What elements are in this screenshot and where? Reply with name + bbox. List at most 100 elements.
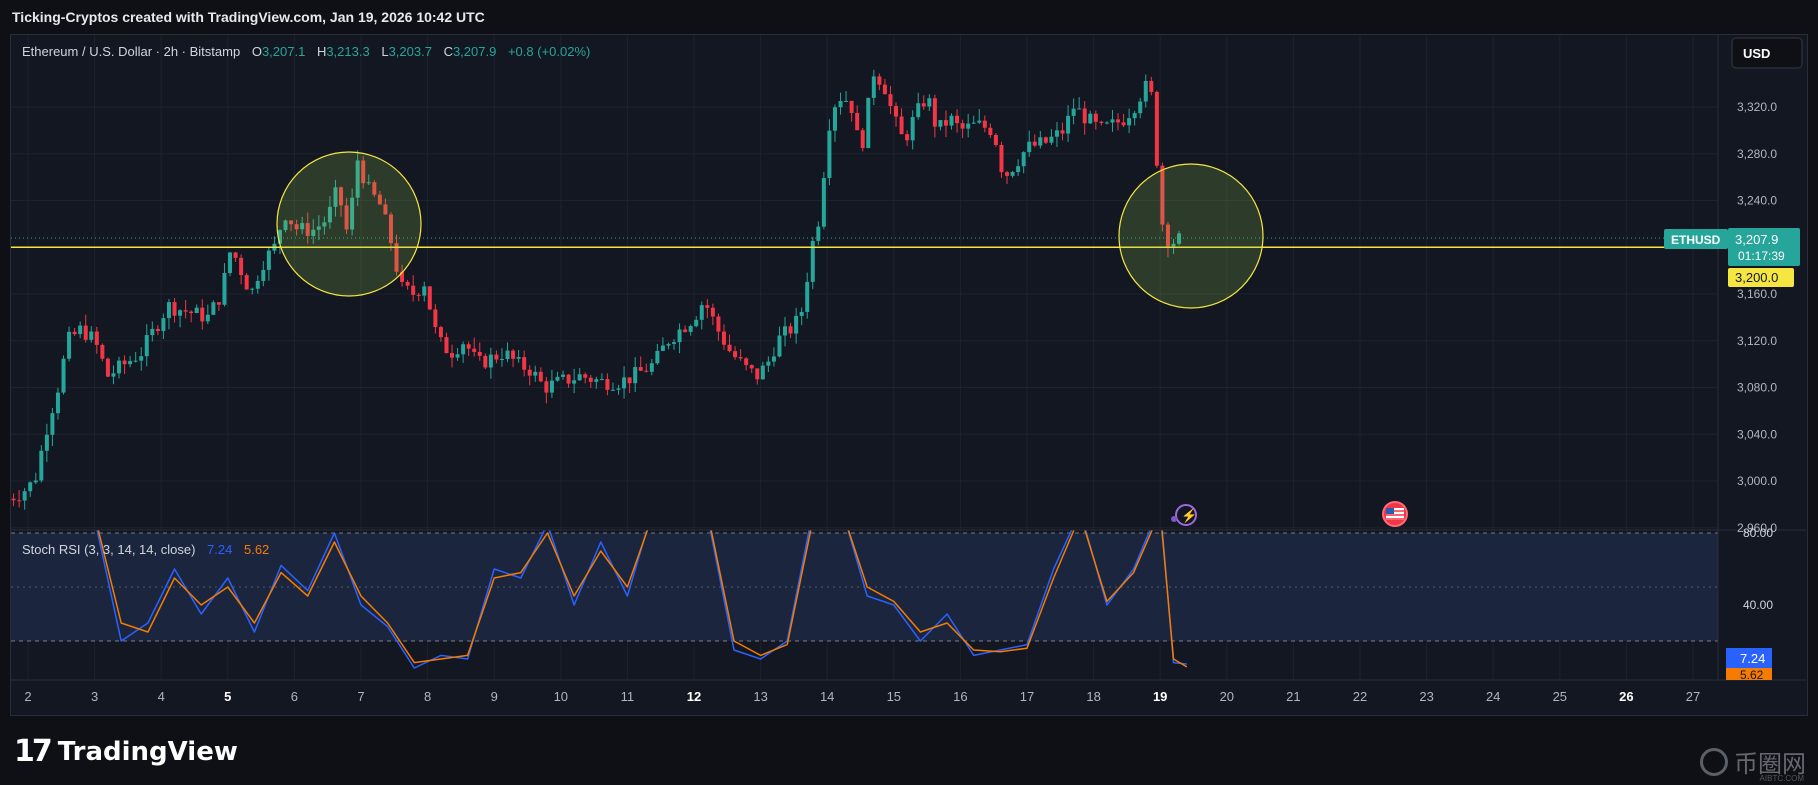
svg-text:5.62: 5.62: [1740, 668, 1764, 682]
candle-body: [577, 374, 582, 381]
candle-body: [777, 335, 782, 357]
candle-body: [488, 354, 493, 368]
candle-body: [411, 285, 416, 295]
candle-body: [733, 351, 738, 358]
candle-body: [183, 310, 188, 312]
candle-body: [211, 302, 216, 315]
candle-body: [44, 434, 49, 451]
candle-body: [633, 367, 638, 384]
candle-body: [450, 353, 455, 358]
candle-body: [433, 309, 438, 328]
candle-body: [932, 98, 937, 127]
candle-body: [1104, 122, 1109, 124]
candle-body: [472, 348, 477, 352]
candle-body: [1082, 108, 1087, 124]
candle-body: [594, 379, 599, 382]
candle-body: [710, 307, 715, 317]
candle-body: [1149, 80, 1154, 92]
candle-body: [860, 130, 865, 148]
candle-body: [427, 286, 432, 310]
tradingview-logo[interactable]: 17 TradingView: [14, 734, 238, 769]
time-tick-label: 18: [1086, 689, 1100, 704]
candle-body: [1127, 118, 1132, 126]
time-tick-label: 16: [953, 689, 967, 704]
time-tick-label: 11: [621, 689, 635, 704]
candle-body: [78, 325, 83, 335]
candle-body: [172, 302, 177, 316]
candle-body: [877, 76, 882, 85]
price-tick-label: 3,080.0: [1737, 381, 1777, 395]
candle-body: [638, 367, 643, 371]
candle-body: [1005, 172, 1010, 176]
candle-body: [28, 482, 33, 492]
candle-body: [1143, 80, 1148, 102]
candle-body: [655, 350, 660, 364]
candle-body: [805, 281, 810, 312]
time-tick-label: 13: [753, 689, 767, 704]
highlight-circle-right[interactable]: [1118, 163, 1264, 309]
candle-body: [311, 229, 316, 236]
candle-body: [766, 361, 771, 366]
candle-body: [100, 344, 105, 359]
candle-body: [993, 134, 998, 145]
svg-text:⚡: ⚡: [1181, 508, 1197, 524]
candle-body: [17, 500, 22, 502]
price-tick-label: 3,000.0: [1737, 474, 1777, 488]
chart-header: Ticking-Cryptos created with TradingView…: [0, 0, 1818, 34]
candle-body: [583, 374, 588, 378]
candle-body: [39, 450, 44, 481]
candle-body: [161, 318, 166, 332]
candle-body: [955, 115, 960, 124]
lightning-event-icon[interactable]: ⚡: [1171, 504, 1197, 526]
candle-body: [89, 331, 94, 340]
candle-body: [94, 331, 99, 345]
candle-body: [527, 369, 532, 376]
price-axis[interactable]: 3,320.0 3,280.0 3,240.0 3,160.0 3,120.0 3,080…: [1737, 100, 1777, 535]
candle-body: [144, 335, 149, 357]
candle-body: [549, 380, 554, 393]
watermark-text: 币圈网: [1734, 750, 1806, 778]
currency-label: USD: [1743, 46, 1770, 61]
stoch-line-d: [97, 530, 1188, 668]
candle-body: [461, 344, 466, 355]
legend-change: +0.8 (+0.02%): [508, 44, 590, 59]
candle-body: [383, 204, 388, 215]
candle-body: [261, 269, 266, 281]
candle-body: [333, 187, 338, 207]
candle-body: [61, 358, 66, 393]
candle-body: [699, 305, 704, 320]
candle-body: [122, 360, 127, 365]
candle-body: [422, 286, 427, 296]
time-tick-label: 21: [1286, 689, 1300, 704]
last-price-tag: 3,207.9 01:17:39: [1728, 228, 1800, 266]
candle-body: [688, 326, 693, 332]
us-flag-event-icon[interactable]: [1382, 501, 1408, 527]
stoch-d-badge: 5.62: [1726, 668, 1772, 682]
stoch-k-value: 7.24: [207, 542, 232, 557]
candle-body: [871, 76, 876, 98]
highlight-circle-left[interactable]: [276, 151, 422, 297]
candle-body: [988, 127, 993, 135]
candle-body: [128, 361, 133, 365]
candle-body: [1021, 152, 1026, 167]
candle-body: [783, 326, 788, 336]
time-axis[interactable]: 2 3 4 5 6 7 8 9 10 11 12 13 14 15 16 17 18 19 20 21 22 23 24 25…: [24, 689, 1700, 704]
candle-body: [538, 371, 543, 382]
stoch-axis[interactable]: 80.00 40.00: [1743, 526, 1773, 612]
candle-body: [810, 240, 815, 282]
candle-body: [22, 491, 27, 501]
candle-body: [255, 280, 260, 289]
candle-body: [816, 226, 821, 241]
watermark: 币圈网 AIBTC.COM: [1700, 744, 1806, 783]
candle-body: [178, 310, 183, 316]
candle-body: [605, 379, 610, 390]
candle-body: [927, 98, 932, 107]
legend-open-value: 3,207.1: [262, 44, 305, 59]
candle-body: [55, 392, 60, 414]
candle-body: [505, 350, 510, 359]
candle-body: [466, 344, 471, 349]
candle-body: [1038, 137, 1043, 146]
currency-button[interactable]: USD: [1731, 37, 1803, 69]
time-tick-label: 5: [224, 689, 231, 704]
